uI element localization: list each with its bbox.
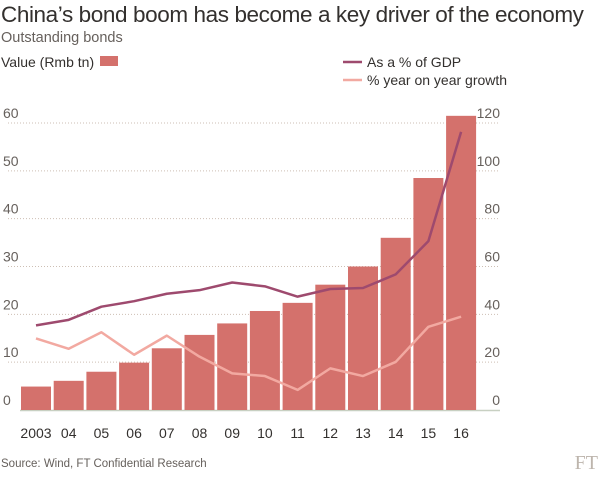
bar (315, 284, 346, 410)
x-axis-tick: 14 (388, 425, 404, 441)
legend-label-gdp: As a % of GDP (367, 54, 461, 70)
left-axis-tick: 30 (3, 249, 19, 265)
growth-line (35, 315, 462, 392)
right-axis-tick: 60 (484, 249, 500, 265)
right-axis-tick: 20 (484, 344, 500, 360)
bar (53, 380, 84, 410)
x-axis-tick: 12 (323, 425, 339, 441)
left-axis-tick: 0 (3, 392, 11, 408)
bar (249, 310, 280, 410)
x-axis-tick: 04 (61, 425, 77, 441)
x-axis-tick: 15 (421, 425, 437, 441)
bar (348, 266, 378, 410)
left-axis-tick: 50 (3, 153, 19, 169)
x-axis-tick: 05 (94, 425, 110, 441)
source-note: Source: Wind, FT Confidential Research (1, 458, 207, 470)
bar (86, 371, 117, 410)
bar (446, 115, 477, 410)
right-axis-tick: 0 (492, 392, 500, 408)
bar (119, 362, 150, 410)
x-axis-tick: 08 (192, 425, 208, 441)
bar (151, 348, 182, 410)
gdp-line (35, 131, 463, 327)
left-axis-tick: 60 (3, 105, 19, 121)
legend: Value (Rmb tn) As a % of GDP % year on y… (1, 54, 507, 88)
chart-subtitle: Outstanding bonds (1, 30, 123, 46)
right-axis-tick: 40 (484, 296, 500, 312)
chart-title: China’s bond boom has become a key drive… (1, 2, 584, 27)
x-axis-tick: 2003 (20, 425, 51, 441)
x-axis-tick: 11 (290, 425, 305, 441)
x-axis-tick: 10 (257, 425, 273, 441)
x-axis-tick: 06 (126, 425, 142, 441)
bar (217, 323, 248, 410)
ft-logo: FT (574, 452, 598, 474)
left-axis-tick: 10 (3, 344, 19, 360)
bar (21, 386, 51, 410)
left-axis-tick: 20 (3, 296, 19, 312)
legend-label-bars: Value (Rmb tn) (1, 54, 94, 70)
right-axis-tick: 120 (477, 105, 501, 121)
x-axis-tick: 13 (355, 425, 371, 441)
legend-label-growth: % year on year growth (367, 72, 507, 88)
bar (380, 237, 411, 410)
x-axis-tick: 16 (453, 425, 469, 441)
right-axis-tick: 100 (477, 153, 501, 169)
left-axis-tick: 40 (3, 201, 19, 217)
bar (184, 334, 215, 410)
x-axis-tick: 07 (159, 425, 175, 441)
legend-swatch-bars (100, 56, 118, 66)
bar (413, 178, 444, 410)
bar (282, 302, 313, 410)
x-axis-tick: 09 (224, 425, 240, 441)
right-axis-tick: 80 (484, 201, 500, 217)
